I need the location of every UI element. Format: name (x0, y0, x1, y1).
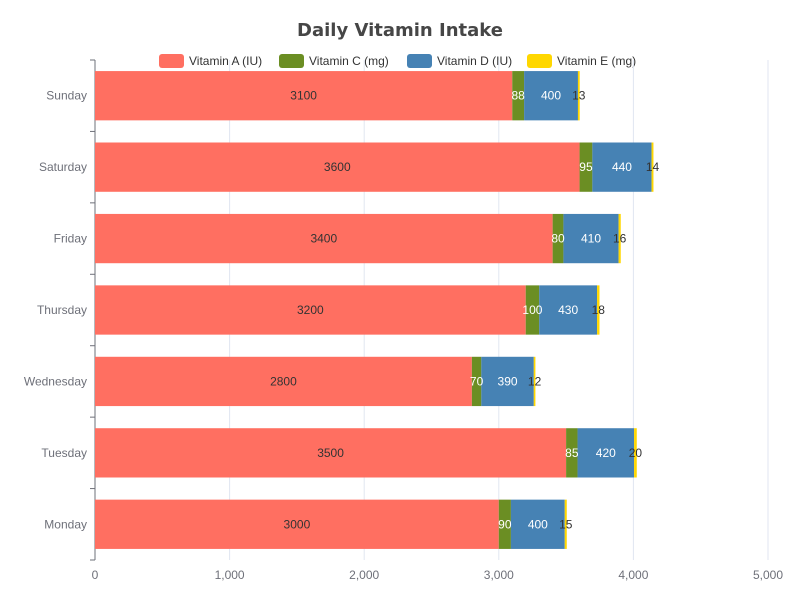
data-label-vitamin-d-iu-tuesday: 420 (596, 446, 616, 460)
legend: Vitamin A (IU) Vitamin C (mg) Vitamin D (I… (0, 52, 800, 70)
legend-label: Vitamin E (mg) (557, 54, 637, 68)
data-label-vitamin-c-mg-saturday: 95 (579, 160, 593, 174)
legend-swatch (407, 54, 432, 68)
data-label-vitamin-d-iu-friday: 410 (581, 232, 601, 246)
y-tick-label-saturday: Saturday (39, 160, 87, 174)
legend-label: Vitamin C (mg) (309, 54, 389, 68)
bar-vitamin-d-iu-thursday (539, 285, 598, 335)
x-tick-label-3000: 3,000 (484, 568, 514, 582)
y-tick-label-sunday: Sunday (46, 89, 87, 103)
bar-vitamin-e-mg-wednesday (533, 356, 536, 407)
legend-item-vitamin-d-iu[interactable]: Vitamin D (IU) (407, 52, 512, 70)
data-label-vitamin-d-iu-wednesday: 390 (498, 374, 518, 388)
bar-vitamin-a-iu-thursday (95, 285, 526, 335)
data-label-vitamin-c-mg-monday: 90 (498, 517, 512, 531)
y-tick-label-friday: Friday (54, 232, 87, 246)
bar-vitamin-a-iu-monday (95, 499, 499, 549)
bar-vitamin-d-iu-monday (510, 499, 565, 549)
data-label-vitamin-e-mg-sunday: 13 (572, 89, 586, 103)
x-tick-label-0: 0 (92, 568, 99, 582)
legend-item-vitamin-c-mg[interactable]: Vitamin C (mg) (279, 52, 389, 70)
data-label-vitamin-a-iu-wednesday: 2800 (270, 374, 297, 388)
data-label-vitamin-c-mg-sunday: 88 (512, 89, 526, 103)
bar-vitamin-d-iu-sunday (524, 71, 578, 121)
data-label-vitamin-a-iu-tuesday: 3500 (317, 446, 344, 460)
legend-swatch (527, 54, 552, 68)
x-tick-label-2000: 2,000 (349, 568, 379, 582)
x-tick-label-5000: 5,000 (753, 568, 783, 582)
bar-vitamin-c-mg-tuesday (566, 428, 578, 478)
data-label-vitamin-c-mg-friday: 80 (551, 232, 565, 246)
bar-vitamin-d-iu-wednesday (481, 356, 534, 407)
legend-label: Vitamin D (IU) (437, 54, 513, 68)
y-tick-label-thursday: Thursday (37, 303, 87, 317)
bar-vitamin-c-mg-sunday (512, 71, 525, 121)
data-label-vitamin-a-iu-saturday: 3600 (324, 160, 351, 174)
bar-vitamin-c-mg-wednesday (471, 356, 482, 407)
bar-vitamin-e-mg-monday (564, 499, 567, 549)
bar-vitamin-d-iu-friday (563, 213, 619, 264)
bar-vitamin-c-mg-thursday (525, 285, 540, 335)
data-label-vitamin-e-mg-friday: 16 (613, 232, 627, 246)
y-tick-label-monday: Monday (44, 517, 87, 531)
data-label-vitamin-d-iu-thursday: 430 (558, 303, 578, 317)
legend-swatch (279, 54, 304, 68)
bar-vitamin-c-mg-monday (498, 499, 511, 549)
data-label-vitamin-e-mg-wednesday: 12 (528, 374, 542, 388)
data-label-vitamin-a-iu-friday: 3400 (310, 232, 337, 246)
y-tick-label-tuesday: Tuesday (41, 446, 87, 460)
legend-label: Vitamin A (IU) (189, 54, 263, 68)
x-tick-label-1000: 1,000 (215, 568, 245, 582)
data-label-vitamin-d-iu-saturday: 440 (612, 160, 632, 174)
data-label-vitamin-a-iu-sunday: 3100 (290, 89, 317, 103)
data-label-vitamin-d-iu-sunday: 400 (541, 89, 561, 103)
data-label-vitamin-a-iu-monday: 3000 (284, 517, 311, 531)
data-label-vitamin-e-mg-saturday: 14 (646, 160, 660, 174)
chart-title: Daily Vitamin Intake (297, 20, 503, 41)
bar-vitamin-e-mg-thursday (597, 285, 600, 335)
bar-vitamin-d-iu-saturday (592, 142, 652, 192)
bar-vitamin-a-iu-sunday (95, 71, 513, 121)
legend-swatch (159, 54, 184, 68)
bar-vitamin-a-iu-saturday (95, 142, 580, 192)
bar-vitamin-a-iu-tuesday (95, 428, 567, 478)
bar-vitamin-c-mg-friday (552, 213, 564, 264)
bar-vitamin-a-iu-friday (95, 213, 553, 264)
data-label-vitamin-a-iu-thursday: 3200 (297, 303, 324, 317)
y-tick-label-wednesday: Wednesday (24, 374, 87, 388)
data-label-vitamin-c-mg-thursday: 100 (522, 303, 542, 317)
x-tick-label-4000: 4,000 (618, 568, 648, 582)
data-label-vitamin-d-iu-monday: 400 (528, 517, 548, 531)
data-label-vitamin-c-mg-tuesday: 85 (565, 446, 579, 460)
data-label-vitamin-c-mg-wednesday: 70 (470, 374, 484, 388)
data-label-vitamin-e-mg-tuesday: 20 (629, 446, 643, 460)
bar-vitamin-e-mg-sunday (577, 71, 580, 121)
data-label-vitamin-e-mg-monday: 15 (559, 517, 573, 531)
legend-item-vitamin-a-iu[interactable]: Vitamin A (IU) (159, 52, 262, 70)
bar-vitamin-e-mg-friday (618, 213, 621, 264)
bar-vitamin-c-mg-saturday (579, 142, 593, 192)
legend-item-vitamin-e-mg[interactable]: Vitamin E (mg) (527, 52, 636, 70)
bar-vitamin-e-mg-tuesday (634, 428, 637, 478)
bar-vitamin-a-iu-wednesday (95, 356, 472, 407)
bar-vitamin-d-iu-tuesday (577, 428, 635, 478)
bar-vitamin-e-mg-saturday (651, 142, 654, 192)
data-label-vitamin-e-mg-thursday: 18 (592, 303, 606, 317)
